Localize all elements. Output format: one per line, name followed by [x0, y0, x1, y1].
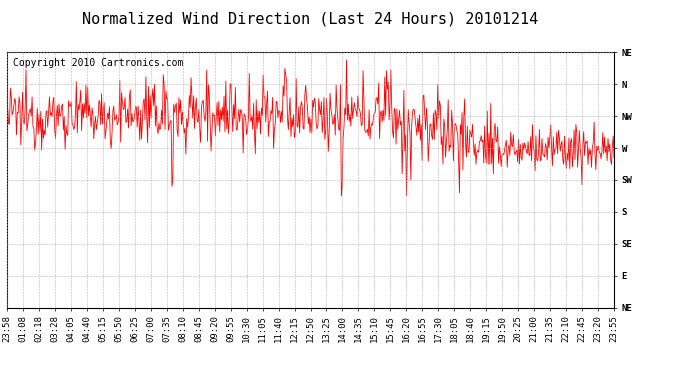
Text: Copyright 2010 Cartronics.com: Copyright 2010 Cartronics.com: [13, 58, 184, 68]
Text: Normalized Wind Direction (Last 24 Hours) 20101214: Normalized Wind Direction (Last 24 Hours…: [82, 11, 539, 26]
